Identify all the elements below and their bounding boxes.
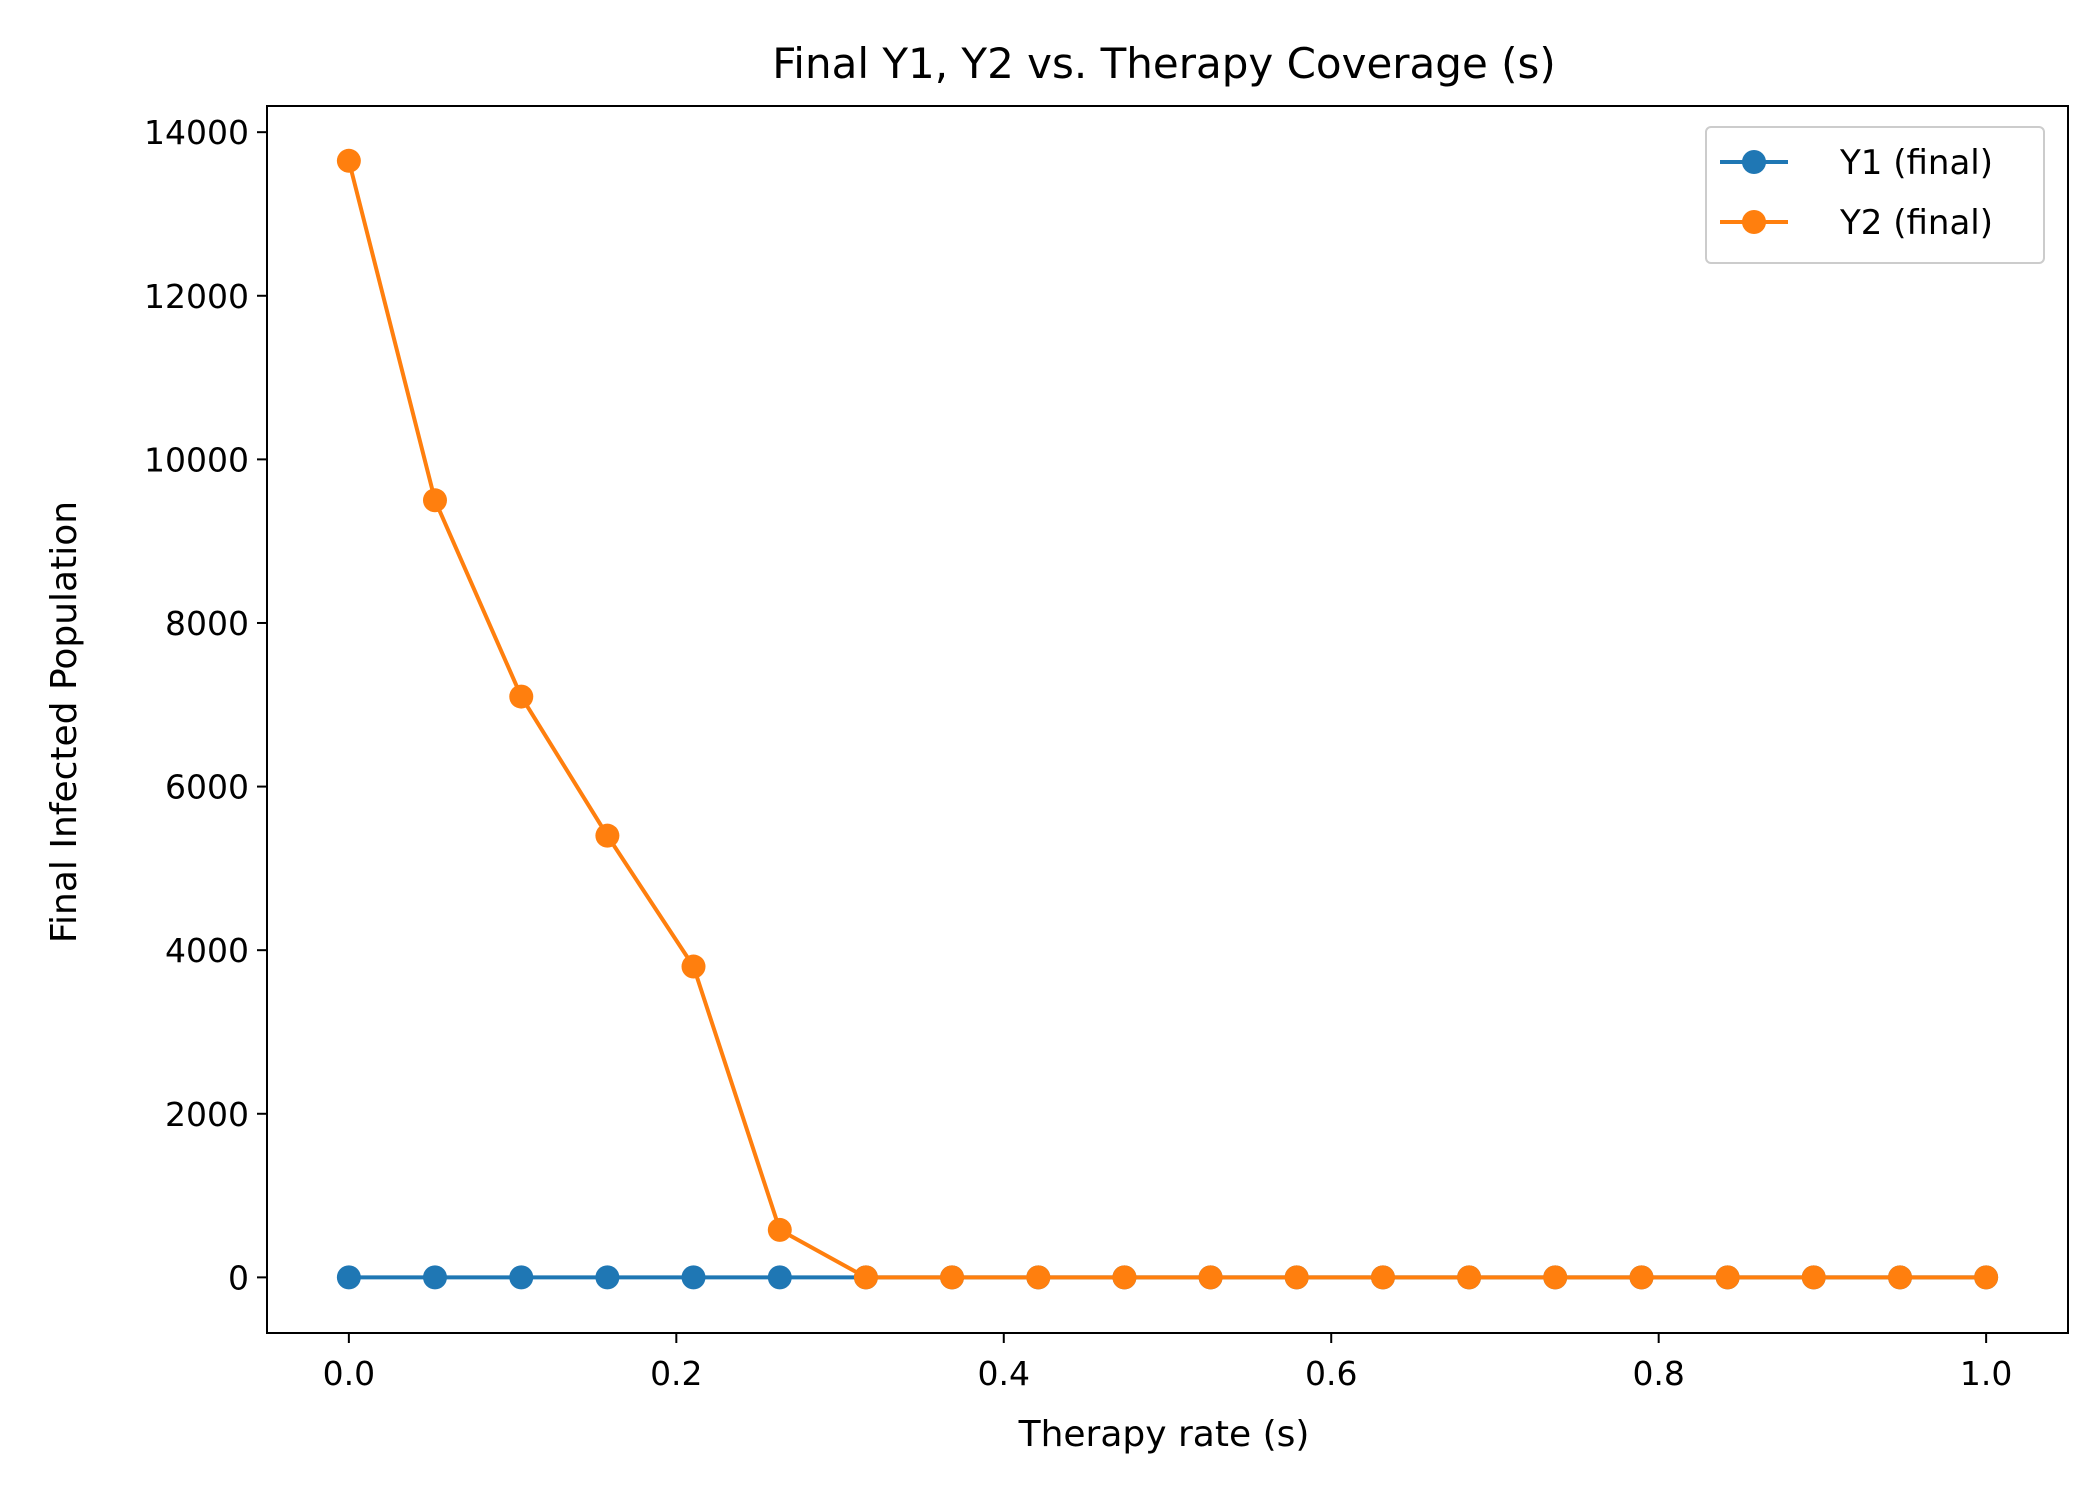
series-layer <box>336 148 1999 1290</box>
data-point <box>940 1265 965 1290</box>
data-point <box>509 1265 534 1290</box>
y-tick-label: 6000 <box>165 768 249 807</box>
data-point <box>1198 1265 1223 1290</box>
data-point <box>336 1265 361 1290</box>
x-tick-label: 1.0 <box>1960 1354 2012 1393</box>
series-line <box>346 160 1987 1280</box>
data-point <box>1801 1265 1826 1290</box>
x-tick-label: 0.6 <box>1305 1354 1357 1393</box>
data-point <box>336 148 361 173</box>
y-tick-label: 10000 <box>144 440 249 479</box>
data-point <box>1112 1265 1137 1290</box>
data-point <box>767 1265 792 1290</box>
y-tick-label: 12000 <box>144 277 249 316</box>
axes-frame <box>266 105 2069 1334</box>
data-point <box>1543 1265 1568 1290</box>
data-point <box>1888 1265 1913 1290</box>
data-point <box>1370 1265 1395 1290</box>
chart-title: Final Y1, Y2 vs. Therapy Coverage (s) <box>772 39 1556 88</box>
data-point <box>1715 1265 1740 1290</box>
legend-label-y1: Y1 (final) <box>1839 143 1993 183</box>
x-axis-label: Therapy rate (s) <box>1018 1414 1310 1455</box>
x-axis-ticks: 0.0 0.2 0.4 0.6 0.8 1.0 <box>323 1333 2012 1393</box>
data-point <box>1974 1265 1999 1290</box>
x-tick-label: 0.4 <box>978 1354 1030 1393</box>
x-tick-label: 0.8 <box>1632 1354 1684 1393</box>
y-axis-label: Final Infected Population <box>44 501 85 943</box>
y-tick-label: 2000 <box>165 1095 249 1134</box>
x-tick-label: 0.2 <box>650 1354 702 1393</box>
data-point <box>422 488 447 513</box>
data-point <box>1026 1265 1051 1290</box>
legend-marker-y1 <box>1742 150 1766 174</box>
y-tick-label: 8000 <box>165 604 249 643</box>
y-tick-label: 14000 <box>144 113 249 152</box>
data-point <box>1284 1265 1309 1290</box>
legend-label-y2: Y2 (final) <box>1839 203 1993 243</box>
data-point <box>767 1217 792 1242</box>
legend-box <box>1705 126 2045 264</box>
data-point <box>509 684 534 709</box>
legend-marker-y2 <box>1742 210 1766 234</box>
data-point <box>1457 1265 1482 1290</box>
data-point <box>595 823 620 848</box>
series-2 <box>336 148 1999 1290</box>
data-point <box>422 1265 447 1290</box>
legend: Y1 (final) Y2 (final) <box>1705 126 2045 264</box>
y-axis-ticks: 0 2000 4000 6000 8000 10000 12000 14000 <box>144 113 267 1297</box>
y-tick-label: 0 <box>228 1258 249 1297</box>
data-point <box>681 954 706 979</box>
data-point <box>853 1265 878 1290</box>
data-point <box>681 1265 706 1290</box>
x-tick-label: 0.0 <box>323 1354 375 1393</box>
data-point <box>1629 1265 1654 1290</box>
y-tick-label: 4000 <box>165 931 249 970</box>
data-point <box>595 1265 620 1290</box>
